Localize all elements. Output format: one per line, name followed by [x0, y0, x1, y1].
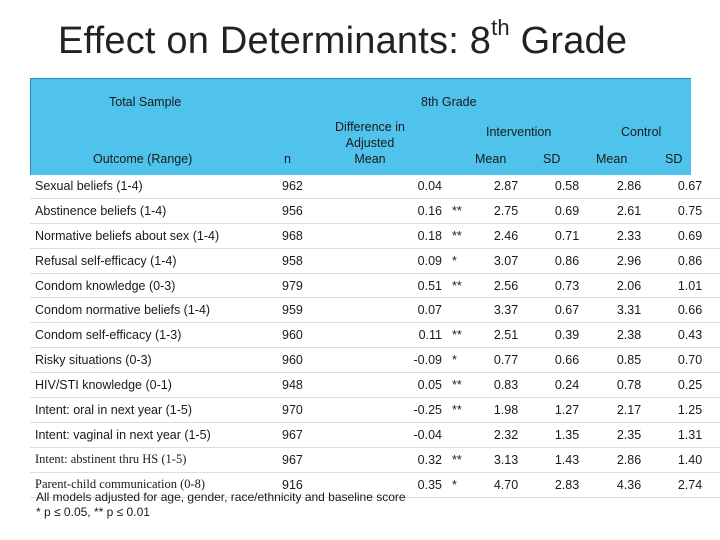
difference-header: Difference in Adjusted Mean — [335, 120, 405, 166]
intervention-mean-header: Mean — [475, 152, 507, 166]
total-sample-label: Total Sample — [109, 95, 182, 109]
table-row: HIV/STI knowledge (0-1) 948 0.05 ** 0.83 0.24… — [30, 372, 720, 399]
table-row: Refusal self-efficacy (1-4) 958 0.09 * 3.07 0… — [30, 248, 720, 274]
table-header: Total Sample 8th Grade Outcome (Range) n… — [30, 78, 691, 175]
table-row: Condom knowledge (0-3) 979 0.51 ** 2.56 0.73 2… — [30, 273, 720, 299]
intervention-sd-header: SD — [543, 152, 561, 166]
control-header: Control — [621, 125, 662, 139]
table-row: Sexual beliefs (1-4) 962 0.04 2.87 0.58 2.86 0… — [30, 174, 720, 199]
results-table: Sexual beliefs (1-4) 962 0.04 2.87 0.58 2.86 0… — [30, 174, 720, 498]
control-sd-header: SD — [665, 152, 683, 166]
grade-label: 8th Grade — [421, 95, 477, 109]
table-row: Condom normative beliefs (1-4) 959 0.07 3.3… — [30, 297, 720, 324]
table-row: Intent: abstinent thru HS (1-5) 967 0.32 **… — [30, 447, 720, 473]
table-row: Condom self-efficacy (1-3) 960 0.11 ** 2.51 0… — [30, 322, 720, 349]
control-mean-header: Mean — [596, 152, 628, 166]
outcome-range-header: Outcome (Range) — [93, 152, 193, 166]
footnote: All models adjusted for age, gender, rac… — [36, 490, 406, 520]
n-header: n — [284, 152, 291, 166]
table-row: Normative beliefs about sex (1-4) 968 0.18… — [30, 223, 720, 249]
table-row: Abstinence beliefs (1-4) 956 0.16 ** 2.75 0.6… — [30, 198, 720, 224]
page-title: Effect on Determinants: 8th Grade — [58, 15, 628, 63]
table-row: Parent-child communication (0-8) 916 0.35 *… — [30, 472, 720, 498]
table-row: Intent: vaginal in next year (1-5) 967 -0.… — [30, 422, 720, 448]
table-row: Intent: oral in next year (1-5) 970 -0.25 *… — [30, 397, 720, 423]
footnote-adjustment: All models adjusted for age, gender, rac… — [36, 490, 406, 504]
footnote-significance: * p ≤ 0.05, ** p ≤ 0.01 — [36, 505, 150, 519]
table-row: Risky situations (0-3) 960 -0.09 * 0.77 0.66 0… — [30, 347, 720, 374]
intervention-header: Intervention — [486, 125, 552, 139]
